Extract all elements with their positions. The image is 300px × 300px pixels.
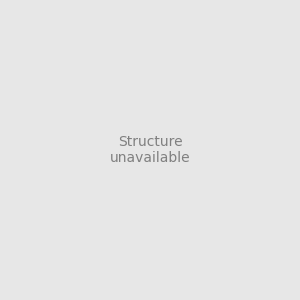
Text: Structure
unavailable: Structure unavailable xyxy=(110,135,190,165)
